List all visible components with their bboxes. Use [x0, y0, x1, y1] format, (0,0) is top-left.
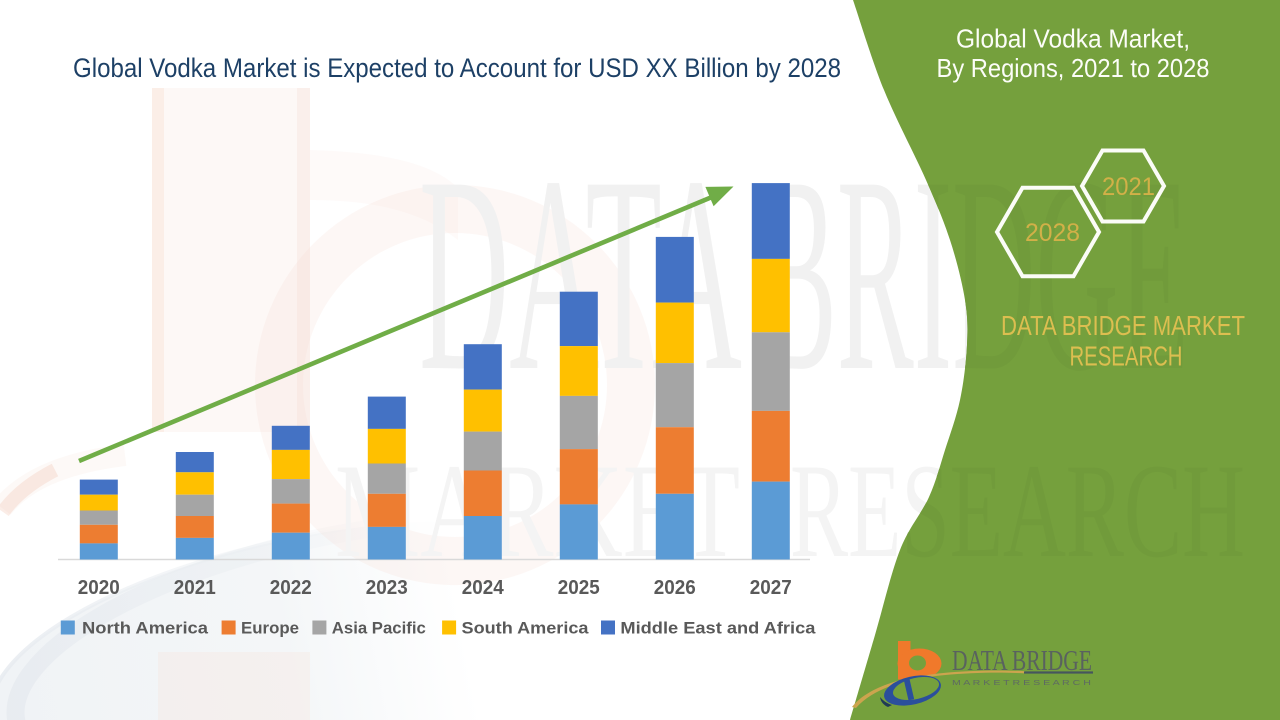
svg-text:2022: 2022 [270, 577, 312, 599]
svg-text:South America: South America [462, 619, 590, 638]
svg-text:2020: 2020 [78, 577, 120, 599]
svg-text:2028: 2028 [1025, 219, 1080, 247]
svg-text:2026: 2026 [654, 577, 696, 599]
svg-text:By Regions, 2021 to 2028: By Regions, 2021 to 2028 [937, 53, 1210, 83]
svg-text:North America: North America [82, 619, 209, 638]
svg-text:M A R K E T R E S E A R C H: M A R K E T R E S E A R C H [952, 680, 1091, 687]
svg-text:2024: 2024 [462, 577, 505, 599]
svg-text:DATA BRIDGE MARKET: DATA BRIDGE MARKET [1001, 310, 1245, 341]
svg-text:2023: 2023 [366, 577, 408, 599]
svg-text:Asia Pacific: Asia Pacific [332, 619, 426, 638]
svg-text:Global Vodka Market,: Global Vodka Market, [956, 24, 1190, 54]
svg-text:Middle East and Africa: Middle East and Africa [620, 619, 816, 638]
svg-text:2025: 2025 [558, 577, 600, 599]
svg-text:RESEARCH: RESEARCH [1070, 341, 1183, 372]
svg-text:Global Vodka Market is Expecte: Global Vodka Market is Expected to Accou… [73, 53, 841, 83]
svg-text:DATA BRIDGE: DATA BRIDGE [952, 645, 1092, 677]
svg-text:Europe: Europe [241, 619, 299, 638]
svg-text:2021: 2021 [1102, 173, 1155, 201]
svg-text:2021: 2021 [174, 577, 216, 599]
svg-text:2027: 2027 [750, 577, 792, 599]
